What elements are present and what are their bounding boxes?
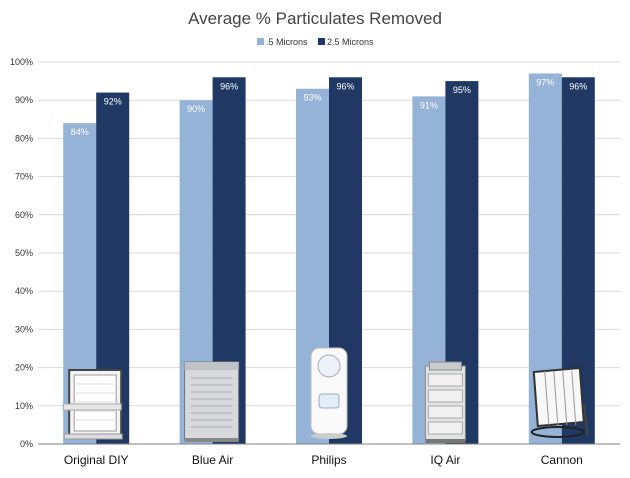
y-tick-label: 100% <box>10 57 33 67</box>
legend-swatch-25-microns <box>318 38 325 45</box>
x-axis-ticks: Original DIY Blue Air Philips IQ Air Cannon <box>64 453 583 467</box>
bar-value-label: 96% <box>336 81 354 91</box>
bar-labels: 84% 92% 90% 96% 93% 96% 91% 95% 97% 96% <box>71 77 588 137</box>
box-fan-filter-icon <box>62 369 123 440</box>
y-tick-label: 40% <box>15 286 33 296</box>
y-tick-label: 70% <box>15 172 33 182</box>
bar-value-label: 93% <box>303 93 321 103</box>
bar-value-label: 91% <box>420 100 438 110</box>
y-tick-label: 50% <box>15 248 33 258</box>
y-tick-label: 30% <box>15 324 33 334</box>
y-axis-ticks: 0% 10% 20% 30% 40% 50% 60% 70% 80% 90% 100% <box>10 57 33 449</box>
bar-value-label: 84% <box>71 127 89 137</box>
bar-value-label: 96% <box>220 81 238 91</box>
y-tick-label: 10% <box>15 401 33 411</box>
cannon-fan-filter-icon <box>530 366 589 438</box>
bar-value-label: 96% <box>569 81 587 91</box>
philips-purifier-icon <box>310 347 348 439</box>
x-tick-label: IQ Air <box>430 453 460 467</box>
chart-title: Average % Particulates Removed <box>188 9 442 28</box>
legend-label-25-microns: 2.5 Microns <box>327 37 374 47</box>
bar-value-label: 95% <box>453 85 471 95</box>
legend: .5 Microns 2.5 Microns <box>257 37 374 47</box>
y-tick-label: 60% <box>15 210 33 220</box>
bar-value-label: 97% <box>536 77 554 87</box>
product-icons <box>62 347 589 443</box>
bar-value-label: 92% <box>104 97 122 107</box>
x-tick-label: Blue Air <box>192 453 233 467</box>
iqair-purifier-icon <box>424 361 466 443</box>
x-tick-label: Original DIY <box>64 453 129 467</box>
x-tick-label: Philips <box>311 453 346 467</box>
y-tick-label: 20% <box>15 363 33 373</box>
bar-value-label: 90% <box>187 104 205 114</box>
legend-label-05-microns: .5 Microns <box>266 37 308 47</box>
y-tick-label: 90% <box>15 95 33 105</box>
x-tick-label: Cannon <box>541 453 583 467</box>
blueair-purifier-icon <box>184 361 240 442</box>
y-tick-label: 80% <box>15 133 33 143</box>
y-tick-label: 0% <box>20 439 33 449</box>
legend-swatch-05-microns <box>257 38 264 45</box>
